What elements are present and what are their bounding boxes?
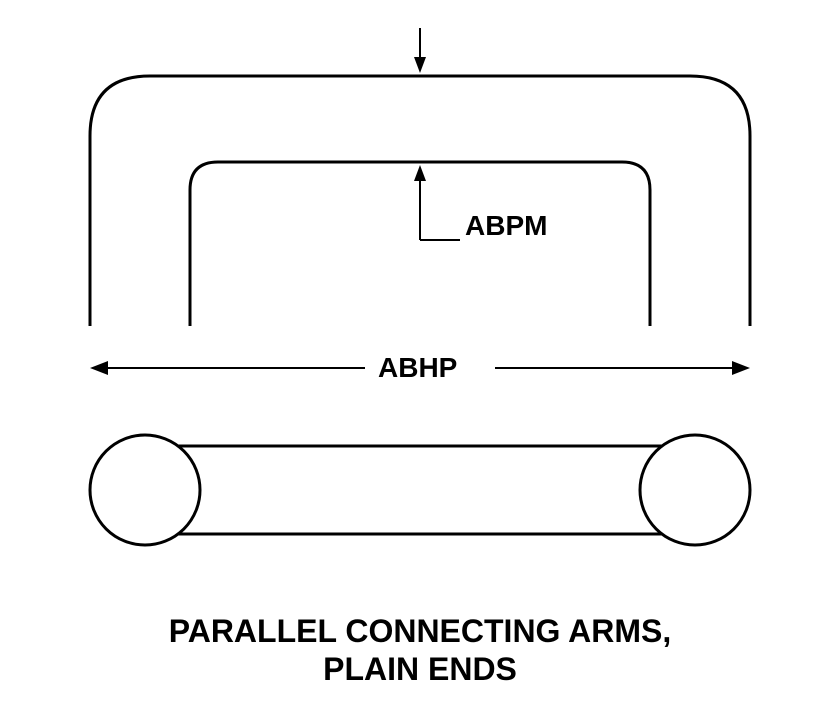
bottom-view: [90, 435, 750, 545]
inner-arrow: [414, 165, 460, 240]
technical-diagram: ABPM ABHP PARALLEL CONNECTING ARMS, PLAI…: [0, 0, 840, 720]
diagram-title: PARALLEL CONNECTING ARMS, PLAIN ENDS: [0, 612, 840, 689]
label-abhp: ABHP: [378, 352, 457, 384]
title-line-1: PARALLEL CONNECTING ARMS,: [169, 613, 672, 649]
right-end-circle: [640, 435, 750, 545]
left-end-circle: [90, 435, 200, 545]
top-arrow: [414, 28, 426, 73]
label-abpm: ABPM: [465, 210, 547, 242]
title-line-2: PLAIN ENDS: [323, 651, 517, 687]
